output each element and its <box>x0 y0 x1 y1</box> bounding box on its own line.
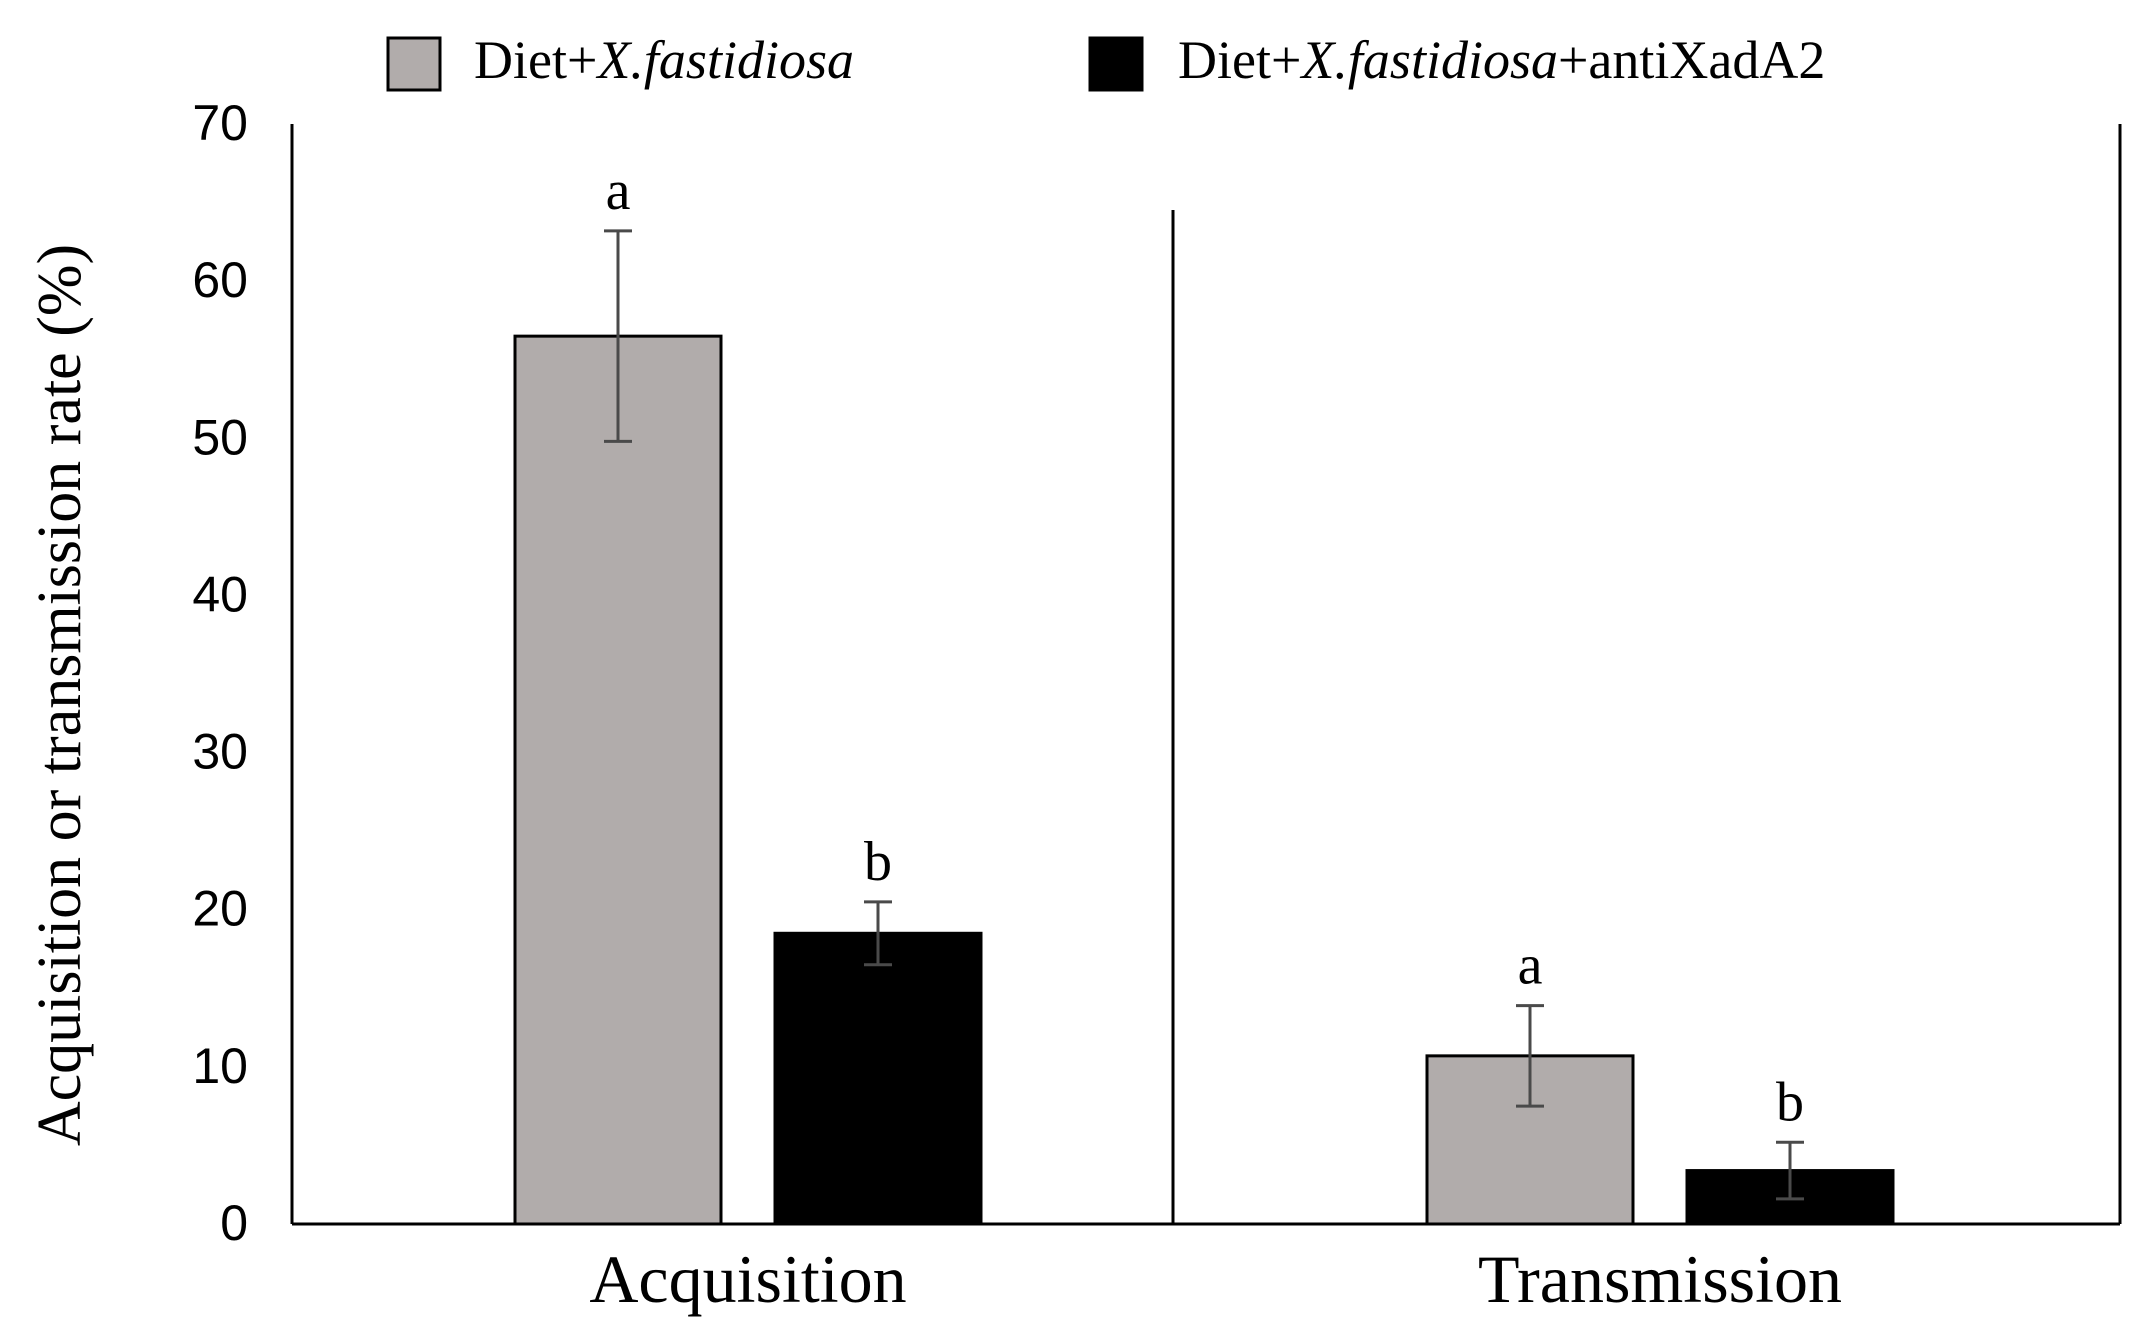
error-bar-series-2-transmission <box>1776 1140 1804 1201</box>
error-bars <box>604 229 1804 1201</box>
y-tick-label: 20 <box>192 881 248 937</box>
y-tick-label: 40 <box>192 566 248 622</box>
bar-series-1-acquisition <box>513 334 723 1226</box>
error-bar-series-1-transmission <box>1516 1004 1544 1108</box>
legend-swatch-series-2 <box>1088 36 1144 92</box>
error-bar-series-2-acquisition <box>864 900 892 967</box>
legend: Diet+X.fastidiosa Diet+X.fastidiosa+anti… <box>386 30 1825 92</box>
y-tick-label: 70 <box>192 95 248 151</box>
significance-letter: b <box>1776 1071 1804 1133</box>
legend-label-series-1: Diet+X.fastidiosa <box>474 30 854 90</box>
legend-label-series-2: Diet+X.fastidiosa+antiXadA2 <box>1178 30 1825 90</box>
x-tick-label-acquisition: Acquisition <box>589 1241 906 1317</box>
y-axis-label: Acquisition or transmission rate (%) <box>26 244 94 1146</box>
y-tick-label: 0 <box>220 1195 248 1251</box>
y-tick-labels: 0 10 20 30 40 50 60 70 <box>192 95 248 1251</box>
y-tick-label: 10 <box>192 1038 248 1094</box>
y-tick-label: 60 <box>192 252 248 308</box>
y-tick-label: 50 <box>192 409 248 465</box>
significance-letter: a <box>1518 935 1543 997</box>
significance-letter: b <box>864 831 892 893</box>
legend-swatch-series-1 <box>386 36 442 92</box>
significance-letters: a a b b <box>606 160 1804 1133</box>
bar-series-2-acquisition <box>773 931 983 1226</box>
x-tick-label-transmission: Transmission <box>1478 1241 1842 1317</box>
y-tick-label: 30 <box>192 724 248 780</box>
significance-letter: a <box>606 160 631 222</box>
x-tick-labels: Acquisition Transmission <box>589 1241 1842 1317</box>
error-bar-series-1-acquisition <box>604 229 632 443</box>
bars <box>513 334 1895 1226</box>
